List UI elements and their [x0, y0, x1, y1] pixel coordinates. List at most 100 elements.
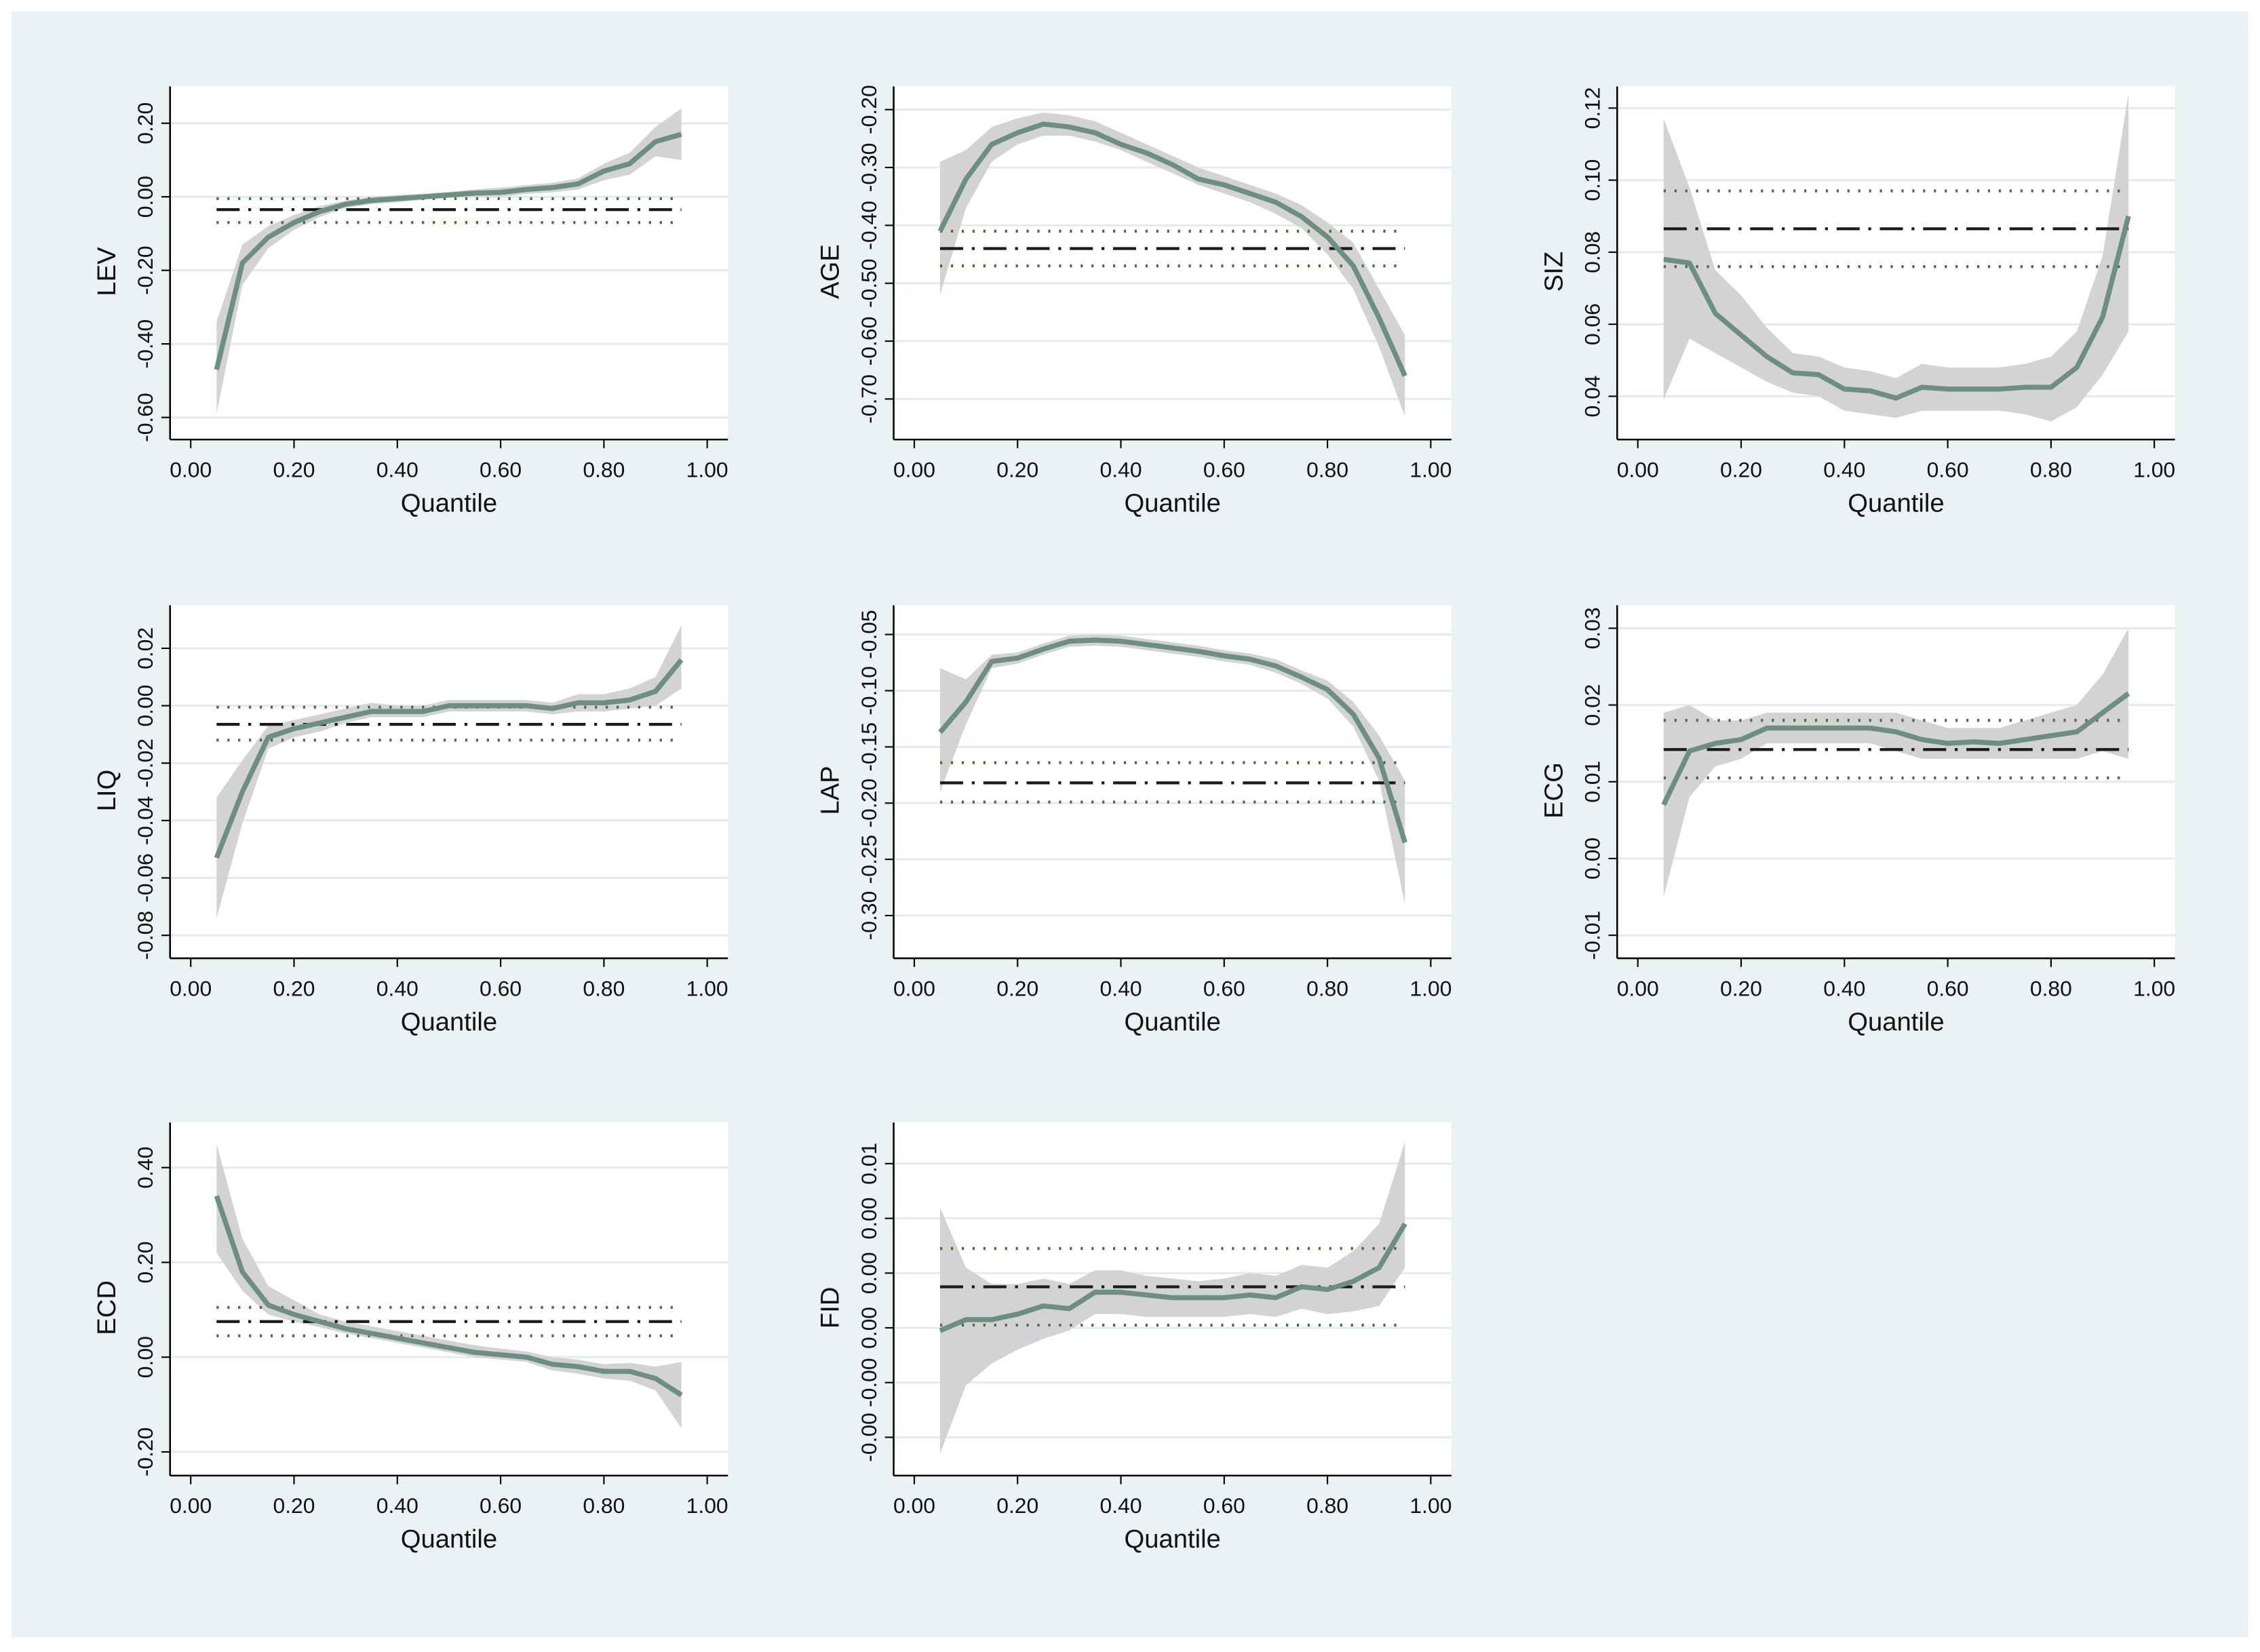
x-tick-label: 0.60: [480, 457, 522, 481]
x-tick-label: 1.00: [686, 976, 728, 1000]
quantile-line: [939, 1222, 1407, 1333]
y-tick-label: -0.50: [857, 258, 881, 308]
x-tick-label: 0.60: [1927, 457, 1969, 481]
y-axis-title: FID: [816, 1287, 845, 1329]
plot-region: [170, 86, 728, 440]
y-tick-label: -0.01: [1580, 911, 1605, 960]
x-tick-label: 0.20: [996, 457, 1038, 481]
y-tick-label: 0.01: [1580, 761, 1605, 803]
y-tick-label: 0.00: [857, 1198, 881, 1240]
y-tick-label: -0.60: [857, 317, 881, 366]
y-axis-title: LEV: [92, 247, 121, 296]
y-tick-label: -0.08: [133, 911, 157, 960]
plot-region: [893, 86, 1452, 440]
y-tick-label: 0.04: [1580, 375, 1605, 417]
quantile-line: [214, 132, 682, 370]
x-tick-label: 0.40: [376, 976, 418, 1000]
x-axis-title: Quantile: [1848, 488, 1944, 517]
x-tick-label: 1.00: [1409, 457, 1452, 481]
y-tick-label: 0.00: [857, 1307, 881, 1349]
y-tick-label: -0.00: [857, 1358, 881, 1407]
x-tick-label: 0.40: [1823, 976, 1865, 1000]
x-axis-title: Quantile: [401, 1007, 497, 1036]
x-tick-label: 0.80: [583, 1493, 625, 1518]
x-axis-title: Quantile: [1848, 1007, 1944, 1036]
quantile-line: [938, 637, 1407, 844]
x-tick-label: 0.00: [170, 457, 212, 481]
y-axis-title: LIQ: [92, 770, 121, 812]
x-tick-label: 1.00: [1409, 976, 1452, 1000]
ci-band: [940, 634, 1405, 905]
subplot: -0.20 -0.30 -0.40 -0.50 -0.60 -0.70 0.00 0.20 0.…: [816, 85, 1452, 517]
subplot: -0.05 -0.10 -0.15 -0.20 -0.25 -0.30 0.00 0.20 0.…: [816, 605, 1452, 1036]
y-tick-label: -0.20: [133, 245, 157, 295]
y-axis-title: AGE: [816, 244, 845, 299]
subplot: 0.40 0.20 0.00 -0.20 0.00 0.20 0.40 0.60 0.80 1.0…: [92, 1122, 728, 1554]
x-tick-label: 0.40: [376, 1493, 418, 1518]
quantile-line: [937, 121, 1407, 377]
x-tick-label: 0.20: [273, 457, 315, 481]
y-tick-label: 0.00: [133, 1336, 157, 1378]
x-tick-label: 0.40: [1823, 457, 1865, 481]
x-tick-label: 0.40: [1100, 457, 1142, 481]
x-axis-title: Quantile: [1124, 488, 1220, 517]
y-tick-label: -0.05: [857, 610, 881, 659]
x-tick-label: 0.60: [480, 976, 522, 1000]
x-axis-title: Quantile: [401, 488, 497, 517]
ci-band: [1663, 94, 2129, 422]
y-tick-label: 0.20: [133, 102, 157, 144]
y-tick-label: 0.00: [133, 685, 157, 727]
y-tick-label: -0.04: [133, 796, 157, 846]
y-tick-label: 0.02: [133, 627, 157, 669]
x-tick-label: 1.00: [686, 457, 728, 481]
x-tick-label: 0.80: [2030, 457, 2072, 481]
y-axis-title: ECD: [92, 1280, 121, 1335]
y-tick-label: 0.40: [133, 1147, 157, 1189]
y-tick-label: -0.25: [857, 835, 881, 884]
y-tick-label: -0.20: [857, 779, 881, 828]
x-axis-title: Quantile: [1124, 1007, 1220, 1036]
y-tick-label: -0.40: [133, 319, 157, 369]
x-tick-label: 0.80: [583, 457, 625, 481]
x-tick-label: 0.60: [1203, 457, 1245, 481]
subplot: 0.01 0.00 0.00 0.00 -0.00 -0.00 0.00 0.20 0.40 0.…: [816, 1122, 1452, 1554]
x-tick-label: 0.40: [376, 457, 418, 481]
x-tick-label: 0.20: [1720, 457, 1762, 481]
subplot: 0.20 0.00 -0.20 -0.40 -0.60 0.00 0.20 0.40 0.60 0…: [92, 86, 728, 517]
y-tick-label: -0.20: [133, 1428, 157, 1477]
quantile-line: [214, 1195, 683, 1398]
y-tick-label: -0.06: [133, 853, 157, 903]
y-tick-label: -0.30: [857, 143, 881, 193]
x-tick-label: 0.00: [893, 1493, 935, 1518]
y-tick-label: 0.00: [857, 1252, 881, 1294]
x-tick-label: 1.00: [686, 1493, 728, 1518]
y-tick-label: 0.00: [1580, 838, 1605, 880]
y-axis-title: LAP: [816, 766, 845, 814]
x-tick-label: 0.00: [1617, 457, 1659, 481]
x-tick-label: 1.00: [2133, 457, 2175, 481]
x-tick-label: 0.20: [273, 976, 315, 1000]
y-axis-title: SIZ: [1539, 252, 1568, 292]
y-tick-label: 0.20: [133, 1241, 157, 1283]
x-tick-label: 0.00: [170, 976, 212, 1000]
x-tick-label: 0.80: [1306, 976, 1348, 1000]
y-axis-title: ECG: [1539, 762, 1568, 819]
x-tick-label: 0.60: [1927, 976, 1969, 1000]
quantile-line: [214, 658, 684, 859]
y-tick-label: 0.02: [1580, 684, 1605, 726]
y-tick-label: -0.10: [857, 666, 881, 715]
y-tick-label: 0.10: [1580, 159, 1605, 201]
x-tick-label: 0.00: [893, 976, 935, 1000]
x-axis-title: Quantile: [1124, 1525, 1220, 1554]
x-tick-label: 0.00: [893, 457, 935, 481]
y-tick-label: -0.30: [857, 891, 881, 941]
y-tick-label: 0.03: [1580, 607, 1605, 649]
x-tick-label: 0.20: [273, 1493, 315, 1518]
y-tick-label: 0.00: [133, 176, 157, 218]
x-tick-label: 0.80: [1306, 457, 1348, 481]
x-tick-label: 0.60: [1203, 1493, 1245, 1518]
x-tick-label: 0.80: [583, 976, 625, 1000]
x-tick-label: 0.80: [1306, 1493, 1348, 1518]
y-tick-label: 0.08: [1580, 231, 1605, 273]
